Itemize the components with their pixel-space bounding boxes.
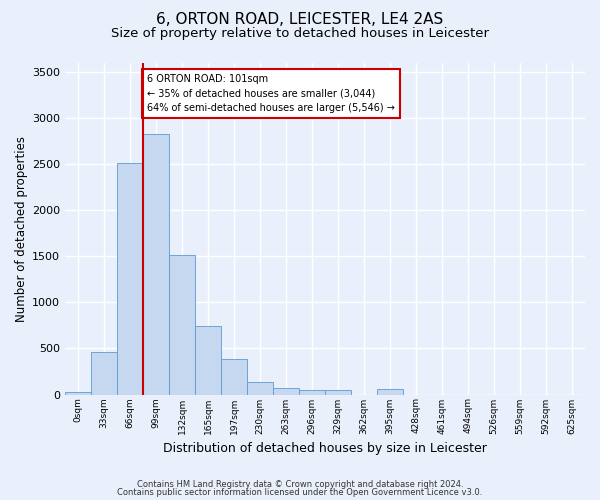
Bar xyxy=(117,163,143,394)
Text: Contains HM Land Registry data © Crown copyright and database right 2024.: Contains HM Land Registry data © Crown c… xyxy=(137,480,463,489)
Bar xyxy=(169,256,195,394)
Text: Contains public sector information licensed under the Open Government Licence v3: Contains public sector information licen… xyxy=(118,488,482,497)
Bar xyxy=(273,388,299,394)
Bar xyxy=(91,352,117,395)
Bar xyxy=(65,392,91,394)
Bar xyxy=(247,382,273,394)
Bar xyxy=(377,390,403,394)
Text: Size of property relative to detached houses in Leicester: Size of property relative to detached ho… xyxy=(111,28,489,40)
Bar xyxy=(325,390,351,394)
Y-axis label: Number of detached properties: Number of detached properties xyxy=(15,136,28,322)
Text: 6 ORTON ROAD: 101sqm
← 35% of detached houses are smaller (3,044)
64% of semi-de: 6 ORTON ROAD: 101sqm ← 35% of detached h… xyxy=(147,74,395,113)
Bar xyxy=(195,326,221,394)
Text: 6, ORTON ROAD, LEICESTER, LE4 2AS: 6, ORTON ROAD, LEICESTER, LE4 2AS xyxy=(157,12,443,28)
Bar xyxy=(143,134,169,394)
Bar xyxy=(299,390,325,394)
X-axis label: Distribution of detached houses by size in Leicester: Distribution of detached houses by size … xyxy=(163,442,487,455)
Bar xyxy=(221,360,247,394)
